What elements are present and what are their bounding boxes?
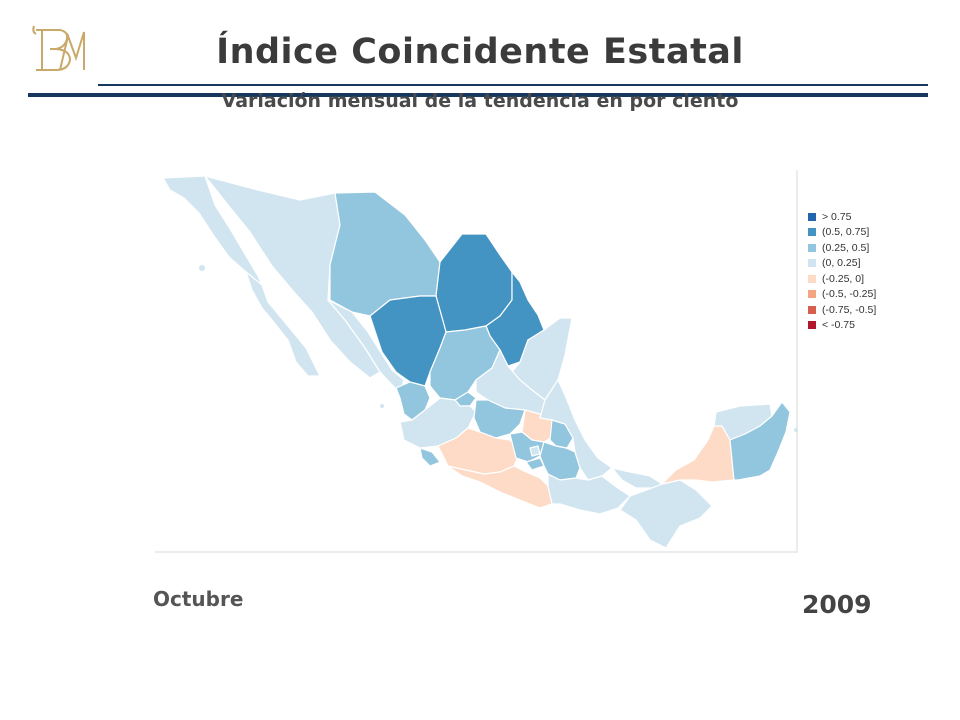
legend-item: < -0.75 [808,318,876,334]
map-panel-edge [796,170,798,552]
legend-label: (0, 0.25] [822,257,861,270]
state-chiapas [619,479,713,549]
legend-swatch [808,305,816,314]
map-legend: > 0.75 (0.5, 0.75] (0.25, 0.5] (0, 0.25] (-0… [808,209,876,333]
legend-item: (0.5, 0.75] [808,225,876,241]
title-rule-thin [98,84,928,86]
state-jalisco [399,397,477,449]
state-tabasco [611,467,663,489]
legend-label: (0.25, 0.5] [822,241,870,254]
state-oaxaca [547,473,631,515]
state-distrito-federal [529,445,541,457]
legend-label: (-0.5, -0.25] [822,288,877,301]
legend-swatch [808,243,816,252]
legend-item: (0.25, 0.5] [808,240,876,256]
legend-label: (-0.75, -0.5] [822,303,877,316]
state-guerrero [447,465,553,509]
legend-swatch [808,321,816,330]
state-quintana-roo [729,401,791,481]
legend-swatch [808,290,816,299]
legend-label: (0.5, 0.75] [822,226,870,239]
island [794,428,798,432]
period-month: Octubre [153,587,244,611]
state-zacatecas [429,325,501,401]
state-nuevo-leon [485,271,545,367]
state-baja-california-sur [245,271,321,377]
legend-item: > 0.75 [808,209,876,225]
island [380,404,384,408]
state-campeche [661,425,735,485]
legend-item: (-0.25, 0] [808,271,876,287]
legend-item: (-0.75, -0.5] [808,302,876,318]
map-panel-edge [155,551,798,553]
period-year: 2009 [802,590,872,619]
legend-label: < -0.75 [822,319,855,332]
legend-item: (-0.5, -0.25] [808,287,876,303]
legend-swatch [808,212,816,221]
legend-label: (-0.25, 0] [822,272,865,285]
state-guanajuato [473,399,526,439]
island [199,265,205,271]
state-colima [419,447,441,467]
title-rule-thick [28,93,928,97]
banxico-logo [32,25,85,71]
legend-swatch [808,274,816,283]
page-title: Índice Coincidente Estatal [216,32,744,72]
legend-item: (0, 0.25] [808,256,876,272]
legend-swatch [808,228,816,237]
page-subtitle: Variación mensual de la tendencia en por… [221,90,739,112]
legend-label: > 0.75 [822,210,852,223]
legend-swatch [808,259,816,268]
